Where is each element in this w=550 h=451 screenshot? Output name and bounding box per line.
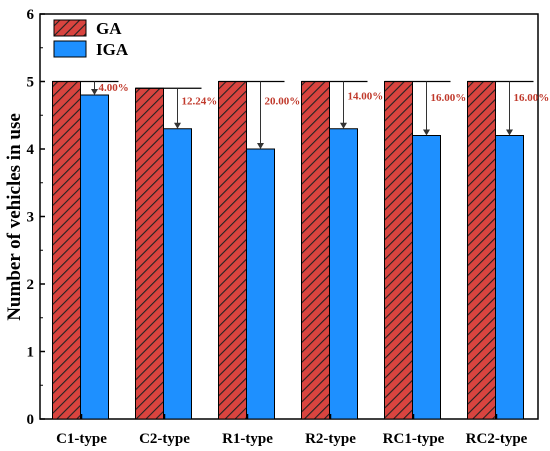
legend: GA IGA (53, 19, 129, 59)
reduction-label: 14.00% (348, 90, 384, 102)
legend-swatch-ga (53, 19, 87, 37)
bar-ga (384, 81, 413, 420)
bar-ga (301, 81, 330, 420)
bar-iga (163, 128, 192, 420)
x-tick-label: RC1-type (383, 431, 445, 447)
y-tick-label: 1 (27, 345, 35, 361)
annotations-group: 4.00% 12.24% 20.00% 14.00% 16.00% 16.00% (52, 80, 550, 149)
bar-iga (412, 135, 441, 420)
legend-swatch-iga (53, 40, 87, 58)
y-axis-title: Number of vehicles in use (4, 113, 25, 321)
x-tick-label: R1-type (222, 431, 273, 447)
y-tick-label: 2 (27, 277, 35, 293)
arrow-head (257, 143, 264, 149)
y-tick-label: 3 (27, 210, 35, 226)
reduction-label: 20.00% (265, 95, 301, 107)
bars-group (52, 81, 524, 420)
x-axis-ticks: C1-type C2-type R1-type R2-type RC1-type RC2-… (56, 414, 528, 447)
bar-ga (218, 81, 247, 420)
bar-iga (329, 128, 358, 420)
reduction-label: 12.24% (182, 95, 218, 107)
arrow-head (506, 129, 513, 136)
arrow-head (91, 89, 98, 95)
bar-ga (52, 81, 81, 420)
bar-ga (135, 87, 164, 420)
reduction-label: 4.00% (99, 82, 129, 94)
y-axis-ticks: 0 1 2 3 4 5 6 (27, 7, 45, 428)
plot-frame (39, 13, 539, 420)
x-tick-label: C1-type (56, 431, 107, 447)
bar-iga (495, 135, 524, 420)
arrow-head (423, 129, 430, 136)
arrow-head (174, 122, 181, 129)
y-tick-label: 6 (27, 7, 35, 23)
legend-label-iga: IGA (96, 40, 129, 59)
reduction-label: 16.00% (514, 92, 550, 104)
legend-label-ga: GA (96, 19, 122, 38)
y-tick-label: 0 (27, 412, 35, 428)
y-tick-label: 4 (27, 142, 35, 158)
x-tick-label: R2-type (305, 431, 356, 447)
bar-iga (80, 94, 109, 420)
x-tick-label: RC2-type (466, 431, 528, 447)
x-tick-label: C2-type (139, 431, 190, 447)
reduction-label: 16.00% (431, 92, 467, 104)
bar-iga (246, 148, 275, 420)
y-tick-label: 5 (27, 75, 35, 91)
bar-ga (467, 81, 496, 420)
arrow-head (340, 122, 347, 129)
